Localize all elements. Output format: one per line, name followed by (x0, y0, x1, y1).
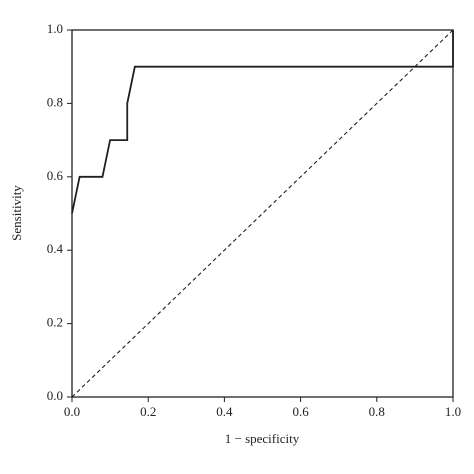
x-tick-label: 0.8 (369, 404, 385, 419)
x-axis-label: 1 − specificity (225, 431, 300, 446)
y-tick-label: 0.8 (47, 94, 63, 109)
y-tick-label: 0.0 (47, 388, 63, 403)
x-tick-label: 0.4 (216, 404, 233, 419)
y-axis-label: Sensitivity (9, 185, 24, 241)
roc-line (71, 30, 454, 214)
y-tick-label: 1.0 (47, 21, 63, 36)
y-tick-label: 0.6 (47, 168, 64, 183)
x-tick-label: 1.0 (445, 404, 461, 419)
x-tick-label: 0.2 (140, 404, 156, 419)
y-tick-label: 0.2 (47, 315, 63, 330)
y-tick-label: 0.4 (47, 241, 64, 256)
x-tick-label: 0.6 (292, 404, 309, 419)
roc-line (71, 29, 454, 398)
x-tick-label: 0.0 (64, 404, 80, 419)
